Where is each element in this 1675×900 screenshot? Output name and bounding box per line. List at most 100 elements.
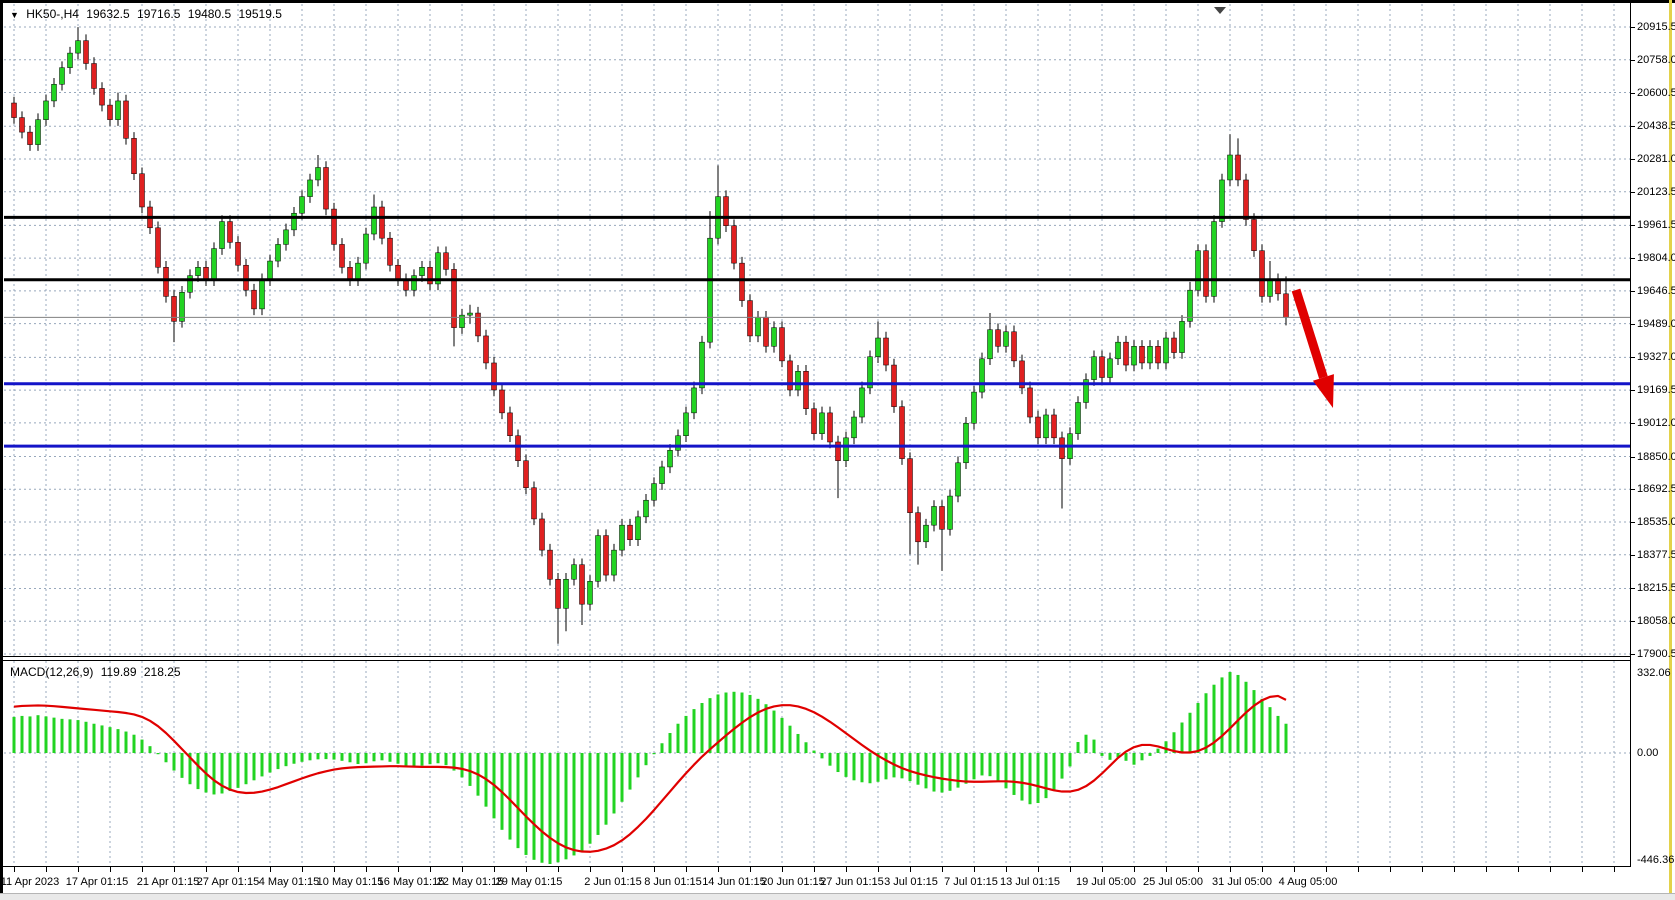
candle bbox=[915, 506, 921, 565]
candle bbox=[1203, 244, 1209, 303]
price-tick-label: 19327.0 bbox=[1637, 351, 1675, 364]
candle bbox=[475, 306, 481, 343]
time-axis-label: 31 Jul 05:00 bbox=[1212, 876, 1272, 888]
candle bbox=[803, 365, 809, 415]
candle bbox=[851, 410, 857, 445]
macd-scale-max: 332.06 bbox=[1637, 667, 1671, 679]
price-tick-label: 18692.5 bbox=[1637, 483, 1675, 496]
candle bbox=[43, 94, 49, 126]
price-tick-mark bbox=[1630, 59, 1635, 61]
candle bbox=[347, 261, 353, 287]
macd-indicator-pane[interactable] bbox=[4, 661, 1630, 866]
candle bbox=[747, 294, 753, 343]
candle bbox=[995, 323, 1001, 353]
candle bbox=[1123, 335, 1129, 372]
time-tick-mark bbox=[910, 867, 911, 872]
time-tick-mark bbox=[1038, 867, 1039, 872]
symbol-dropdown-icon[interactable]: ▼ bbox=[10, 10, 19, 20]
candle bbox=[1027, 381, 1033, 424]
candle bbox=[963, 417, 969, 470]
price-tick-label: 19012.0 bbox=[1637, 416, 1675, 429]
candle bbox=[219, 215, 225, 255]
candle bbox=[795, 365, 801, 397]
time-axis-label: 20 Jun 01:15 bbox=[761, 876, 825, 888]
time-tick-mark bbox=[78, 867, 79, 872]
time-tick-mark bbox=[430, 867, 431, 872]
price-tick-mark bbox=[1630, 92, 1635, 94]
horizontal-level-lines[interactable] bbox=[4, 215, 1630, 448]
candle bbox=[171, 290, 177, 343]
time-axis-label: 10 May 01:15 bbox=[316, 876, 384, 888]
time-tick-mark bbox=[334, 867, 335, 872]
candle bbox=[99, 82, 105, 112]
ohlc-low: 19480.5 bbox=[187, 7, 232, 21]
time-axis-label: 14 Jun 01:15 bbox=[702, 876, 766, 888]
candle bbox=[1091, 350, 1097, 386]
candle bbox=[19, 111, 25, 139]
candle bbox=[1115, 335, 1121, 366]
macd-label: MACD(12,26,9) 119.89 218.25 bbox=[10, 665, 185, 679]
candle bbox=[507, 406, 513, 442]
price-tick-mark bbox=[1630, 357, 1635, 359]
candle bbox=[1211, 215, 1217, 303]
time-tick-mark bbox=[1550, 867, 1551, 872]
candle bbox=[723, 190, 729, 232]
time-tick-mark bbox=[1230, 867, 1231, 872]
candle bbox=[1267, 261, 1273, 303]
candle bbox=[283, 223, 289, 251]
candle bbox=[667, 444, 673, 474]
candle bbox=[331, 202, 337, 251]
time-axis-label: 25 Jul 05:00 bbox=[1143, 876, 1203, 888]
time-tick-mark bbox=[1518, 867, 1519, 872]
pane-splitter[interactable] bbox=[3, 656, 1631, 657]
time-axis-label: 17 Apr 01:15 bbox=[65, 876, 129, 888]
candle bbox=[1043, 408, 1049, 445]
window-right-edge-strip bbox=[1669, 0, 1672, 893]
time-tick-mark bbox=[206, 867, 207, 872]
candle bbox=[203, 261, 209, 287]
candle bbox=[627, 518, 633, 546]
price-scale[interactable]: 20915.5 20758.0 20600.5 20438.5 20281.0 20123… bbox=[1630, 0, 1675, 866]
candle bbox=[1155, 340, 1161, 370]
candle bbox=[227, 215, 233, 249]
candle bbox=[595, 529, 601, 588]
price-tick-label: 18058.0 bbox=[1637, 615, 1675, 628]
time-tick-mark bbox=[238, 867, 239, 872]
candle bbox=[739, 256, 745, 307]
price-tick-label: 20123.5 bbox=[1637, 185, 1675, 198]
time-axis[interactable]: 11 Apr 2023 17 Apr 01:15 21 Apr 01:15 27 Ap… bbox=[0, 867, 1675, 893]
candle bbox=[267, 254, 273, 287]
candle bbox=[867, 350, 873, 395]
time-axis-label: 29 May 01:15 bbox=[495, 876, 563, 888]
candle bbox=[619, 518, 625, 557]
time-tick-mark bbox=[14, 867, 15, 872]
time-tick-mark bbox=[302, 867, 303, 872]
price-tick-label: 19961.5 bbox=[1637, 219, 1675, 232]
time-axis-label: 21 Apr 01:15 bbox=[136, 876, 200, 888]
candle bbox=[859, 381, 865, 424]
candle bbox=[1219, 173, 1225, 228]
candle bbox=[1083, 373, 1089, 409]
price-tick-mark bbox=[1630, 126, 1635, 128]
price-tick-mark bbox=[1630, 522, 1635, 524]
pane-splitter-lower[interactable] bbox=[3, 660, 1631, 661]
price-tick-mark bbox=[1630, 422, 1635, 424]
candle bbox=[51, 78, 57, 108]
macd-scale-min: -446.36 bbox=[1637, 854, 1675, 866]
price-tick-label: 20600.5 bbox=[1637, 86, 1675, 99]
price-tick-mark bbox=[1630, 456, 1635, 458]
time-axis-label: 4 May 01:15 bbox=[258, 876, 320, 888]
candle bbox=[987, 313, 993, 366]
time-tick-mark bbox=[622, 867, 623, 872]
candle bbox=[531, 481, 537, 526]
candle bbox=[691, 381, 697, 420]
price-tick-label: 18215.5 bbox=[1637, 582, 1675, 595]
time-tick-mark bbox=[1166, 867, 1167, 872]
time-axis-label: 8 Jun 01:15 bbox=[644, 876, 702, 888]
time-axis-label: 2 Jun 01:15 bbox=[584, 876, 642, 888]
price-tick-mark bbox=[1630, 489, 1635, 491]
candle bbox=[579, 558, 585, 625]
chart-shift-icon[interactable] bbox=[1214, 7, 1226, 14]
down-arrow-annotation[interactable] bbox=[1291, 288, 1334, 408]
main-price-pane[interactable] bbox=[4, 4, 1630, 656]
